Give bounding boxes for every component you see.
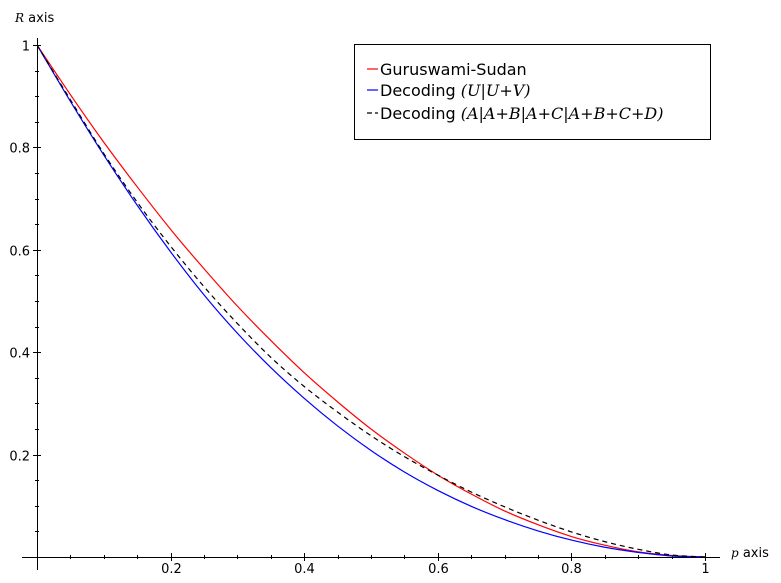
ticks: 0.2 0.4 0.6 0.8 1 0.2 0.4 0.6 0.8 1 [9, 40, 709, 578]
legend-label: Guruswami-Sudan [380, 60, 527, 79]
series-line-guruswami-sudan [36, 44, 706, 558]
x-tick-label: 0.4 [294, 562, 315, 577]
y-tick-label: 0.4 [9, 347, 30, 362]
y-axis-label-text: axis [24, 11, 54, 26]
series-line-decoding-u-uv [36, 44, 706, 558]
y-tick-label: 0.8 [9, 142, 30, 157]
legend-item-decoding-u-uv: Decoding (U|U+V) [367, 81, 531, 100]
legend-item-guruswami-sudan: Guruswami-Sudan [367, 60, 527, 79]
x-tick-label: 0.2 [161, 562, 182, 577]
legend-item-decoding-a-abcd: Decoding (A|A+B|A+C|A+B+C+D) [367, 104, 663, 123]
series-line-decoding-a-abcd [36, 44, 706, 558]
legend-label: Decoding (U|U+V) [380, 81, 531, 100]
legend: Guruswami-Sudan Decoding (U|U+V) Decoding … [354, 44, 711, 140]
legend-label: Decoding (A|A+B|A+C|A+B+C+D) [380, 104, 663, 123]
series-lines [36, 44, 706, 558]
y-axis-label: R axis [14, 11, 54, 26]
y-axis-symbol: R [14, 11, 24, 25]
x-tick-label: 0.6 [428, 562, 449, 577]
x-tick-label: 0.8 [561, 562, 582, 577]
legend-box [354, 44, 711, 140]
y-tick-label: 0.2 [9, 450, 30, 465]
x-axis-label: p axis [731, 546, 769, 561]
y-tick-label: 0.6 [9, 245, 30, 260]
y-tick-label: 1 [22, 40, 30, 55]
x-tick-label: 1 [701, 562, 709, 577]
x-axis-symbol: p [731, 546, 739, 560]
x-axis-label-text: axis [739, 546, 769, 561]
